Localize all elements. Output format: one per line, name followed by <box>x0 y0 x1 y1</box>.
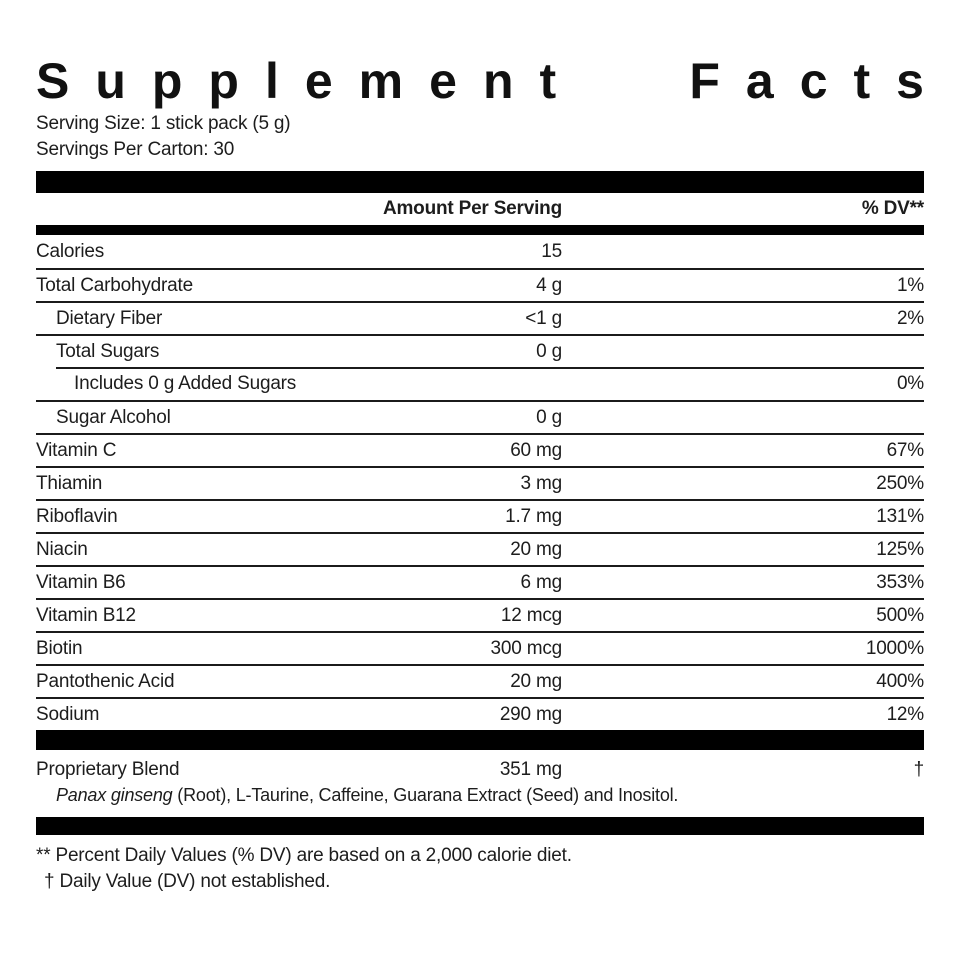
nutrient-dv: 353% <box>876 571 924 593</box>
table-row: Total Sugars 0 g <box>36 334 924 367</box>
blend-amount: 351 mg <box>499 759 562 780</box>
footnote-dv-not-established: † Daily Value (DV) not established. <box>44 871 331 892</box>
nutrient-dv: 0% <box>896 372 924 394</box>
nutrient-dv: 1000% <box>865 637 924 659</box>
nutrient-name: Vitamin C <box>36 439 117 461</box>
nutrient-amount: 6 mg <box>520 571 563 593</box>
blend-name: Proprietary Blend <box>36 759 180 780</box>
nutrient-amount: 4 g <box>536 274 562 296</box>
nutrient-amount: 12 mcg <box>500 604 562 626</box>
footnote-divider-bar <box>36 817 924 835</box>
nutrient-name: Dietary Fiber <box>56 307 163 329</box>
table-row: Includes 0 g Added Sugars 0% <box>36 367 924 400</box>
nutrient-name: Sodium <box>36 703 100 725</box>
top-divider-bar <box>36 171 924 193</box>
title-word-facts: Facts <box>689 53 950 109</box>
supplement-facts-label: Supplement Facts Serving Size: 1 stick p… <box>36 56 924 895</box>
nutrient-amount: <1 g <box>525 307 562 329</box>
blend-divider-bar <box>36 730 924 750</box>
table-header-row: Amount Per Serving % DV** <box>36 193 924 225</box>
proprietary-blend-row: Proprietary Blend 351 mg † <box>36 757 924 783</box>
blend-ingredients: Panax ginseng (Root), L-Taurine, Caffein… <box>36 783 924 807</box>
nutrient-amount: 1.7 mg <box>505 505 562 527</box>
nutrient-dv: 131% <box>876 505 924 527</box>
nutrient-name: Vitamin B6 <box>36 571 126 593</box>
nutrient-dv: 500% <box>876 604 924 626</box>
table-row: Pantothenic Acid 20 mg 400% <box>36 664 924 697</box>
table-row: Vitamin C 60 mg 67% <box>36 433 924 466</box>
page-title: Supplement Facts <box>36 56 924 106</box>
nutrient-name: Biotin <box>36 637 83 659</box>
table-row: Dietary Fiber <1 g 2% <box>36 301 924 334</box>
table-row: Biotin 300 mcg 1000% <box>36 631 924 664</box>
nutrient-amount: 300 mcg <box>490 637 563 659</box>
nutrient-name: Includes 0 g Added Sugars <box>74 372 297 394</box>
table-row: Sugar Alcohol 0 g <box>36 400 924 433</box>
nutrient-dv: 250% <box>876 472 924 494</box>
nutrient-amount: 0 g <box>536 340 562 362</box>
nutrient-rows: Calories 15 Total Carbohydrate 4 g 1% Di… <box>36 235 924 730</box>
blend-dv-dagger: † <box>913 759 925 780</box>
title-word-supplement: Supplement <box>36 53 583 109</box>
blend-ingredient-list: (Root), L-Taurine, Caffeine, Guarana Ext… <box>172 785 679 805</box>
nutrient-name: Total Sugars <box>56 340 160 362</box>
nutrient-dv: 67% <box>886 439 925 461</box>
nutrient-amount: 20 mg <box>510 538 562 560</box>
serving-size-text: Serving Size: 1 stick pack (5 g) <box>36 113 291 134</box>
table-row: Riboflavin 1.7 mg 131% <box>36 499 924 532</box>
table-row: Calories 15 <box>36 235 924 268</box>
nutrient-dv: 1% <box>896 274 924 296</box>
table-row: Niacin 20 mg 125% <box>36 532 924 565</box>
nutrient-name: Niacin <box>36 538 88 560</box>
nutrient-name: Vitamin B12 <box>36 604 136 626</box>
nutrient-dv: 125% <box>876 538 924 560</box>
footnote-dv-basis: ** Percent Daily Values (% DV) are based… <box>36 845 572 866</box>
nutrient-amount: 290 mg <box>499 703 562 725</box>
blend-ingredient-latin-name: Panax ginseng <box>56 785 173 805</box>
nutrient-name: Pantothenic Acid <box>36 670 175 692</box>
servings-per-carton-text: Servings Per Carton: 30 <box>36 139 235 160</box>
nutrient-dv: 12% <box>886 703 925 725</box>
table-row: Thiamin 3 mg 250% <box>36 466 924 499</box>
serving-info: Serving Size: 1 stick pack (5 g) Serving… <box>36 111 924 163</box>
footnotes: ** Percent Daily Values (% DV) are based… <box>36 843 924 895</box>
nutrient-dv: 400% <box>876 670 924 692</box>
nutrient-amount: 0 g <box>536 406 562 428</box>
nutrient-name: Total Carbohydrate <box>36 274 193 296</box>
nutrient-dv: 2% <box>896 307 924 329</box>
table-row: Vitamin B6 6 mg 353% <box>36 565 924 598</box>
nutrient-amount: 20 mg <box>510 670 562 692</box>
table-row: Total Carbohydrate 4 g 1% <box>36 268 924 301</box>
amount-per-serving-header: Amount Per Serving <box>382 198 562 219</box>
nutrient-amount: 15 <box>541 240 562 262</box>
nutrient-name: Thiamin <box>36 472 103 494</box>
nutrient-amount: 3 mg <box>520 472 563 494</box>
table-row: Sodium 290 mg 12% <box>36 697 924 730</box>
table-row: Vitamin B12 12 mcg 500% <box>36 598 924 631</box>
nutrient-name: Calories <box>36 240 105 262</box>
nutrient-name: Riboflavin <box>36 505 118 527</box>
nutrient-amount: 60 mg <box>510 439 562 461</box>
header-divider-bar <box>36 225 924 235</box>
nutrient-name: Sugar Alcohol <box>56 406 171 428</box>
percent-dv-header: % DV** <box>861 198 924 219</box>
